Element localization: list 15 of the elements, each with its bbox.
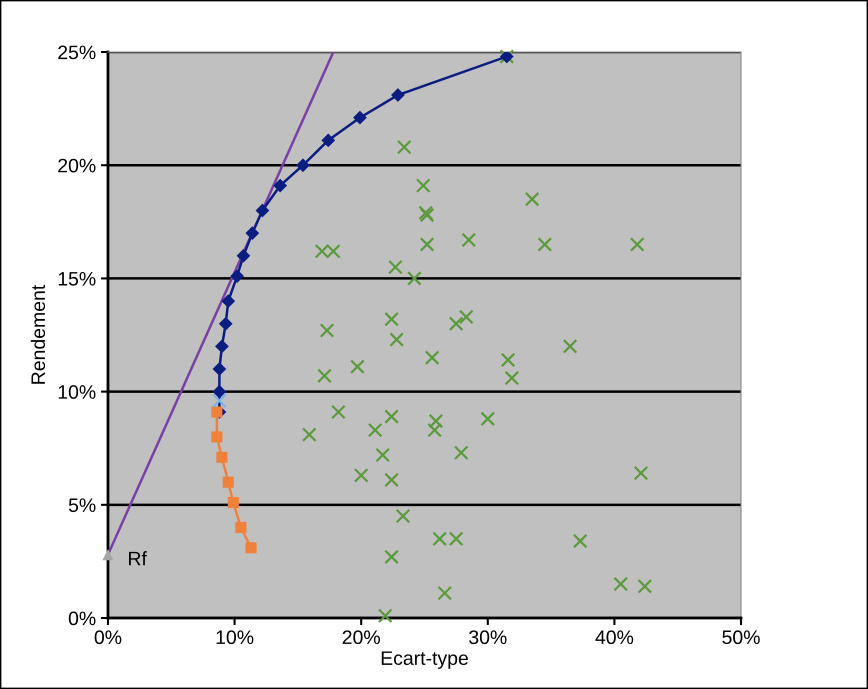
x-axis-title: Ecart-type xyxy=(382,651,468,669)
y-tick-label: 20% xyxy=(58,158,96,172)
x-tick-label: 0% xyxy=(94,630,122,644)
x-tick-label: 10% xyxy=(216,630,254,644)
x-tick-label: 30% xyxy=(469,630,507,644)
y-tick-label: 0% xyxy=(68,612,96,626)
y-tick-label: 5% xyxy=(68,498,96,512)
x-tick-label: 50% xyxy=(722,630,760,644)
y-axis-title: Rendement xyxy=(30,284,46,384)
x-tick-label: 20% xyxy=(342,630,380,644)
annotation: Rf xyxy=(129,551,147,566)
x-tick-label: 40% xyxy=(595,630,634,644)
y-tick-label: 15% xyxy=(58,272,96,286)
y-tick-label: 25% xyxy=(58,45,96,60)
y-tick-label: 10% xyxy=(58,385,96,399)
